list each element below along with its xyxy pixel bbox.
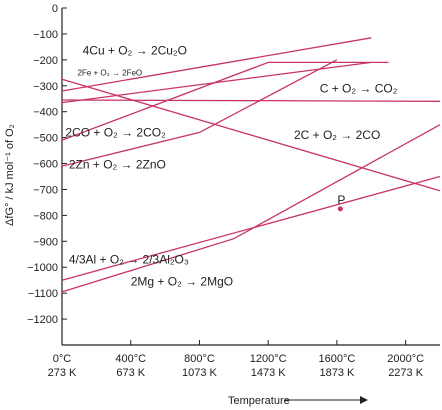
y-tick-label: −300 — [33, 81, 58, 93]
series-label: 2CO + O₂ → 2CO₂ — [65, 125, 166, 139]
y-tick-label: −400 — [33, 107, 58, 119]
x-tick-label-celsius: 0°C — [53, 353, 72, 365]
y-tick-label: −200 — [33, 55, 58, 67]
series-label: C + O₂ → CO₂ — [320, 81, 398, 95]
x-tick-label-kelvin: 1073 K — [182, 367, 218, 379]
annotation-point — [337, 206, 343, 212]
x-tick-label-kelvin: 673 K — [116, 367, 145, 379]
x-tick-label-celsius: 800°C — [184, 353, 215, 365]
annotation-label: P — [337, 193, 345, 207]
series-group — [61, 37, 441, 293]
y-axis-label: ΔfG° / kJ mol⁻¹ of O₂ — [4, 124, 16, 226]
series-label: 2C + O₂ → 2CO — [294, 128, 380, 142]
series-label: 2Zn + O₂ → 2ZnO — [69, 158, 166, 172]
x-tick-label-kelvin: 1473 K — [251, 367, 287, 379]
y-tick-label: −600 — [33, 159, 58, 171]
series-line — [61, 59, 338, 167]
y-tick-label: −700 — [33, 184, 58, 196]
x-tick-label-celsius: 1600°C — [318, 353, 355, 365]
x-axis-label: Temperature — [228, 395, 290, 407]
y-tick-label: −1000 — [27, 262, 58, 274]
series-label: 2Mg + O₂ → 2MgO — [131, 274, 233, 288]
series-line — [61, 99, 441, 102]
y-tick-label: 0 — [52, 3, 58, 15]
x-tick-label-celsius: 1200°C — [250, 353, 287, 365]
x-tick-label-kelvin: 1873 K — [319, 367, 355, 379]
series-label: 2Fe + O₂ → 2FeO — [77, 68, 142, 77]
y-tick-label: −900 — [33, 236, 58, 248]
x-tick-label-kelvin: 2273 K — [388, 367, 424, 379]
x-tick-label-kelvin: 273 K — [48, 367, 77, 379]
series-label-group: 4Cu + O₂ → 2Cu₂O 2Fe + O₂ → 2FeO C + O₂ → … — [65, 44, 397, 289]
series-line — [61, 78, 441, 192]
annotation-group: P — [337, 193, 345, 212]
y-tick-label: −1100 — [28, 288, 58, 300]
x-axis-arrow-head — [360, 396, 368, 404]
series-line — [61, 124, 441, 293]
y-tick-label: −800 — [33, 210, 58, 222]
x-tick-label-celsius: 400°C — [115, 353, 146, 365]
series-label: 4Cu + O₂ → 2Cu₂O — [83, 44, 187, 58]
series-line — [61, 61, 389, 141]
y-tick-label: −100 — [33, 29, 58, 41]
y-tick-group: 0 −100 −200 −300 −400 −500 −600 −700 −800 −900 −10… — [27, 3, 67, 326]
x-tick-group: 0°C 273 K 400°C 673 K 800°C 1073 K 1200°C 1473 … — [48, 340, 424, 379]
series-line — [61, 37, 372, 92]
series-label: 4/3Al + O₂ → 2/3Al₂O₃ — [69, 252, 189, 266]
x-tick-label-celsius: 2000°C — [387, 353, 424, 365]
y-tick-label: −1200 — [27, 314, 58, 326]
y-tick-label: −500 — [33, 133, 58, 145]
series-line — [61, 175, 441, 281]
